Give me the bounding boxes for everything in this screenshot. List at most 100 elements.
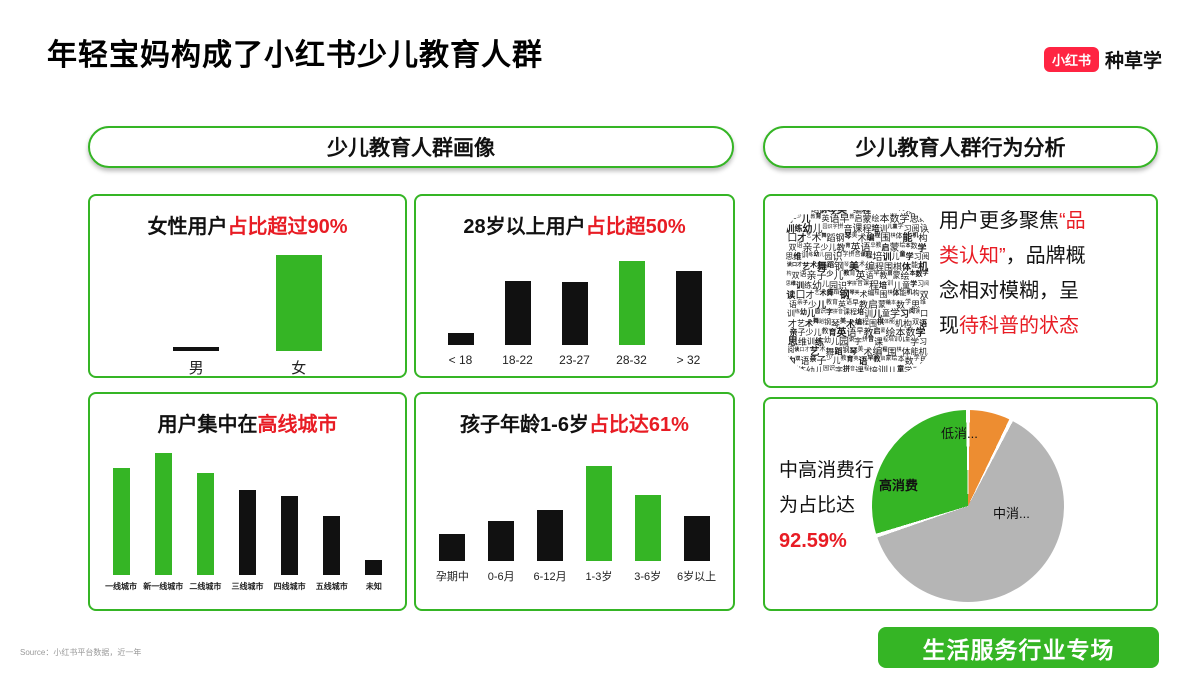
bar-label: 3-6岁 — [634, 571, 662, 583]
bar-labels-child-age: 孕期中 0-6月 6-12月 1-3岁 3-6岁 6岁以上 — [428, 568, 721, 584]
word-cloud-glyph: 围 — [884, 261, 894, 272]
word-cloud-glyph: 早 — [852, 299, 859, 307]
bar — [561, 282, 588, 345]
word-cloud-glyph: 英 — [855, 271, 866, 283]
chart-title-segment: 占比超50% — [585, 216, 686, 238]
word-cloud-glyph: 儿 — [832, 356, 841, 366]
pie-annotation-line: 中高消费行 — [779, 460, 875, 481]
word-cloud-glyph: 构 — [903, 318, 913, 329]
word-cloud-glyph: 课 — [860, 252, 866, 259]
word-cloud-glyph: 机 — [892, 210, 898, 215]
chart-title-segment: 占比达61% — [588, 414, 689, 436]
word-cloud-glyph: 学 — [904, 365, 913, 372]
insight-segment: 用户更多聚焦 — [939, 210, 1059, 232]
bar-label: 1-3岁 — [585, 571, 613, 583]
word-cloud-glyph: 读 — [915, 309, 921, 316]
word-cloud-glyph: 语 — [800, 356, 810, 367]
word-cloud-glyph: 体 — [881, 210, 886, 215]
word-cloud-glyph: 编 — [867, 290, 875, 298]
pie-annotation-value: 92.59% — [779, 530, 847, 553]
word-cloud-glyph: 育 — [828, 327, 837, 337]
word-cloud-glyph: 围 — [879, 290, 888, 300]
word-cloud-glyph: 童 — [905, 337, 911, 344]
word-cloud-glyph: 习 — [913, 252, 922, 262]
word-cloud-glyph: 才 — [804, 346, 810, 353]
word-cloud-glyph: 儿 — [900, 337, 906, 344]
word-cloud-glyph: 棋 — [876, 210, 881, 215]
word-cloud-glyph: 学 — [922, 271, 929, 278]
pie-label-high: 高消费 — [879, 478, 919, 493]
chart-title-segment: 孩子年龄1-6岁 — [460, 414, 589, 436]
word-cloud-glyph: 字 — [834, 365, 843, 372]
chart-title-child-age: 孩子年龄1-6岁占比达61% — [416, 408, 733, 437]
bar-column — [477, 453, 526, 561]
word-cloud-glyph: 口 — [799, 346, 805, 353]
word-cloud-glyph: 练 — [814, 337, 824, 348]
word-cloud-glyph: 幼 — [802, 223, 813, 235]
word-cloud-glyph: 能 — [889, 318, 896, 325]
xiaohongshu-logo-badge: 小红书 — [1043, 47, 1099, 72]
bar-column — [248, 243, 351, 351]
word-cloud-glyph: 少 — [820, 242, 829, 252]
word-cloud-glyph: 教 — [875, 242, 882, 249]
insight-text: 用户更多聚焦“品类认知”，品牌概念相对模糊，呈现待科普的状态 — [939, 204, 1089, 344]
word-cloud-glyph: 培 — [871, 223, 880, 233]
word-cloud-glyph: 园 — [824, 252, 833, 262]
word-cloud-glyph: 识 — [848, 337, 854, 344]
word-cloud-glyph: 程 — [862, 210, 871, 215]
word-cloud-glyph: 早 — [870, 242, 876, 249]
bar-column — [623, 453, 672, 561]
bar-column — [142, 451, 184, 575]
bar — [504, 281, 531, 345]
word-cloud-glyph: 程 — [883, 337, 889, 344]
word-cloud-glyph: 机 — [906, 290, 913, 297]
word-cloud-glyph: 术 — [809, 261, 817, 269]
word-cloud-glyph: 学 — [899, 214, 910, 226]
word-cloud-glyph: 思 — [787, 337, 798, 349]
word-cloud-glyph: 教 — [879, 271, 888, 281]
word-cloud-glyph: 习 — [919, 337, 928, 347]
word-cloud-glyph: 编 — [865, 261, 875, 273]
word-cloud-glyph: 口 — [791, 261, 797, 268]
word-cloud-glyph: 读 — [786, 261, 792, 268]
word-cloud-glyph: 围 — [880, 233, 891, 245]
word-cloud-glyph: 阅 — [924, 280, 930, 287]
word-cloud-glyph: 课 — [855, 365, 865, 372]
word-cloud-glyph: 编 — [853, 210, 862, 215]
word-cloud-glyph: 双 — [905, 210, 916, 216]
word-cloud-glyph: 习 — [912, 365, 922, 372]
bar-column — [100, 451, 142, 575]
bar — [173, 347, 220, 351]
word-cloud-glyph: 艺 — [814, 290, 820, 297]
cta-button[interactable]: 生活服务行业专场 — [878, 627, 1159, 668]
word-cloud-glyph: 训 — [785, 223, 795, 234]
bar-column — [145, 243, 248, 351]
word-cloud-glyph: 童 — [899, 252, 906, 259]
bar-column — [184, 451, 226, 575]
bar-label: 18-22 — [502, 353, 533, 367]
word-cloud-glyph: 蒙 — [862, 214, 872, 225]
word-cloud-glyph: 课 — [852, 223, 863, 235]
word-cloud-glyph: 程 — [862, 223, 872, 234]
word-cloud-glyph: 儿 — [816, 299, 826, 310]
word-cloud-glyph: 程 — [875, 261, 885, 272]
word-cloud-glyph: 语 — [858, 356, 868, 367]
word-cloud-glyph: 课 — [863, 280, 870, 287]
word-cloud-glyph: 亲 — [789, 327, 798, 337]
word-cloud-glyph: 培 — [879, 280, 888, 290]
word-cloud-glyph: 子 — [812, 242, 821, 252]
word-cloud-glyph: 才 — [787, 318, 797, 329]
word-cloud-glyph: 拼 — [837, 223, 844, 230]
bar-label: 女 — [291, 360, 307, 377]
word-cloud-glyph: 语 — [919, 318, 928, 328]
word-cloud-glyph: 口 — [920, 309, 929, 319]
bar-label: 五线城市 — [315, 582, 348, 591]
word-cloud-glyph: 口 — [795, 290, 806, 302]
word-cloud-glyph: 美 — [857, 346, 864, 353]
word-cloud-glyph: 教 — [825, 299, 832, 306]
word-cloud-glyph: 程 — [882, 346, 888, 353]
chart-card-gender: 女性用户占比超过90% 男女 — [88, 194, 407, 378]
word-cloud-glyph: 语 — [865, 271, 874, 281]
section-header-behavior-label: 少儿教育人群行为分析 — [855, 137, 1066, 160]
pie-label-mid: 中消... — [993, 506, 1030, 521]
